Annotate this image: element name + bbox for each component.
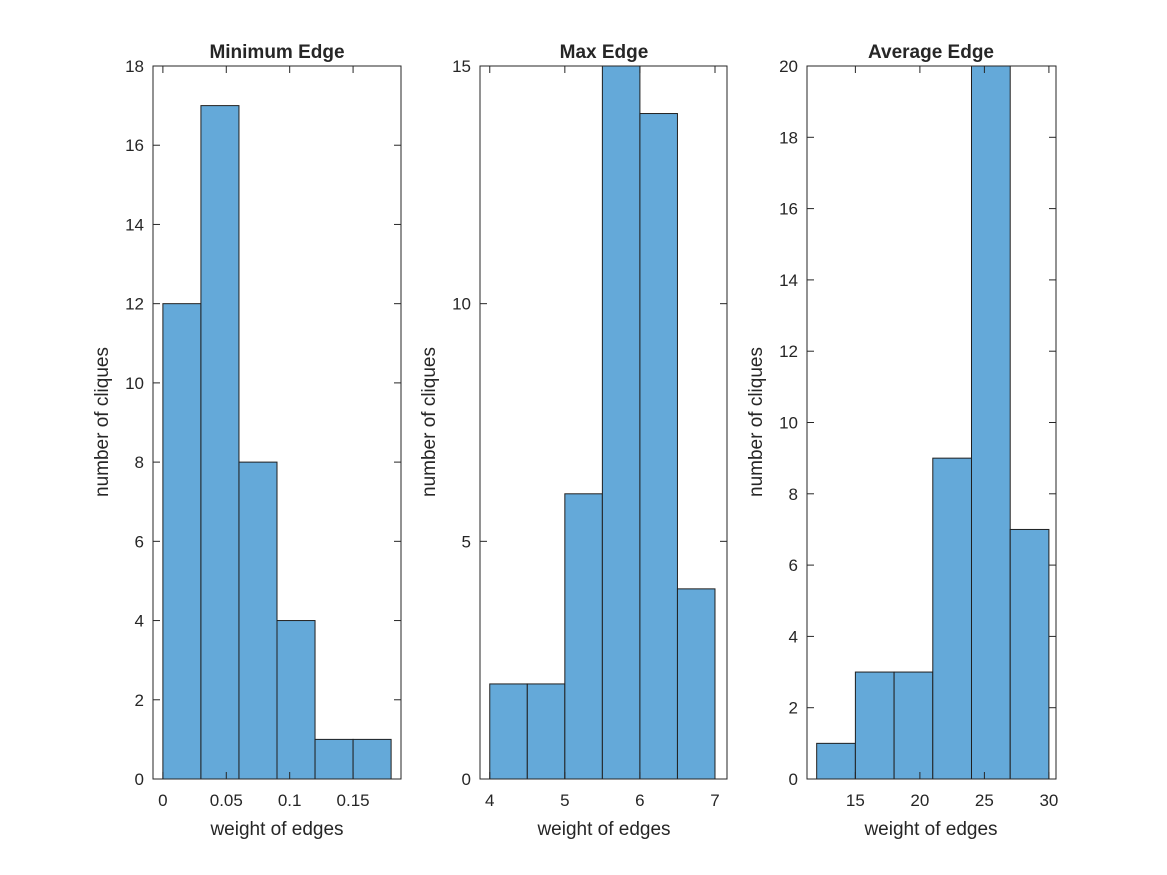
- histogram-bar: [314, 738, 354, 780]
- panel-title: Max Edge: [560, 42, 649, 63]
- histogram-bar: [238, 461, 278, 780]
- y-tick-label: 4: [789, 627, 798, 646]
- histogram-bar: [932, 457, 972, 780]
- x-tick-label: 25: [975, 791, 994, 810]
- panel-max-edge: Max Edge weight of edges number of cliqu…: [419, 42, 728, 840]
- panel-title: Average Edge: [868, 42, 994, 63]
- y-tick-label: 5: [462, 532, 471, 551]
- panel-minimum-edge: Minimum Edge weight of edges number of c…: [92, 42, 402, 840]
- y-tick-label: 2: [789, 699, 798, 718]
- histogram-bar: [893, 671, 934, 780]
- x-axis: 15 20 25 30: [846, 66, 1058, 810]
- x-tick-label: 0.05: [210, 791, 243, 810]
- y-tick-label: 0: [135, 770, 144, 789]
- axes-box: [479, 65, 728, 780]
- histogram-bar: [564, 493, 603, 780]
- histogram-bar: [816, 742, 856, 780]
- x-tick-label: 0: [158, 791, 167, 810]
- y-tick-label: 12: [125, 295, 144, 314]
- histogram-bar: [200, 105, 240, 780]
- bars: [489, 65, 716, 780]
- histogram-bar: [601, 65, 641, 780]
- histogram-bar: [676, 588, 716, 780]
- y-tick-label: 10: [452, 295, 471, 314]
- y-tick-label: 2: [135, 691, 144, 710]
- y-tick-label: 20: [779, 57, 798, 76]
- bars: [162, 105, 392, 780]
- y-axis-label: number of cliques: [746, 347, 767, 497]
- y-tick-label: 14: [125, 215, 144, 234]
- y-axis-label: number of cliques: [92, 347, 113, 497]
- x-tick-label: 7: [710, 791, 719, 810]
- y-tick-label: 10: [125, 374, 144, 393]
- y-tick-label: 6: [135, 532, 144, 551]
- y-tick-label: 6: [789, 556, 798, 575]
- histogram-bar: [639, 113, 678, 780]
- histogram-bar: [489, 683, 528, 780]
- x-tick-label: 4: [485, 791, 494, 810]
- histogram-bar: [1009, 528, 1050, 780]
- y-tick-label: 0: [789, 770, 798, 789]
- y-tick-label: 4: [135, 612, 144, 631]
- y-tick-label: 16: [125, 136, 144, 155]
- panel-average-edge: Average Edge weight of edges number of c…: [746, 42, 1058, 840]
- x-tick-label: 6: [635, 791, 644, 810]
- y-axis: 0 2 4 6 8 10 12 14 16 18: [125, 57, 401, 789]
- panel-title: Minimum Edge: [209, 42, 344, 63]
- y-tick-label: 18: [779, 128, 798, 147]
- x-tick-label: 0.15: [337, 791, 370, 810]
- y-tick-label: 15: [452, 57, 471, 76]
- x-tick-label: 30: [1039, 791, 1058, 810]
- histogram-bar: [526, 683, 566, 780]
- x-tick-label: 0.1: [278, 791, 302, 810]
- bars: [816, 65, 1050, 780]
- y-tick-label: 10: [779, 414, 798, 433]
- histogram-bar: [162, 303, 202, 780]
- x-tick-label: 20: [910, 791, 929, 810]
- y-axis: 0 2 4 6 8 10 12 14 16 18 20: [779, 57, 1056, 789]
- histogram-bar: [970, 65, 1011, 780]
- axes-box: [152, 65, 402, 780]
- x-axis-label: weight of edges: [536, 819, 670, 840]
- y-tick-label: 8: [789, 485, 798, 504]
- y-tick-label: 16: [779, 200, 798, 219]
- histogram-bar: [854, 671, 895, 780]
- y-tick-label: 14: [779, 271, 798, 290]
- x-tick-label: 15: [846, 791, 865, 810]
- histogram-bar: [276, 620, 316, 780]
- y-tick-label: 12: [779, 342, 798, 361]
- x-axis: 0 0.05 0.1 0.15: [158, 66, 370, 810]
- x-tick-label: 5: [560, 791, 569, 810]
- y-axis-label: number of cliques: [419, 347, 440, 497]
- y-axis: 0 5 10 15: [452, 57, 727, 789]
- x-axis-label: weight of edges: [209, 819, 343, 840]
- y-tick-label: 0: [462, 770, 471, 789]
- x-axis-label: weight of edges: [863, 819, 997, 840]
- histogram-bar: [352, 738, 392, 780]
- y-tick-label: 18: [125, 57, 144, 76]
- x-axis: 4 5 6 7: [485, 66, 720, 810]
- y-tick-label: 8: [135, 453, 144, 472]
